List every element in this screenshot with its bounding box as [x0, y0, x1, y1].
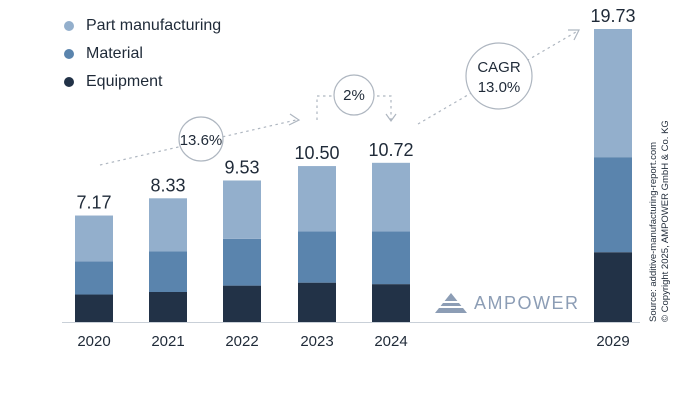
yoy-circle — [333, 74, 375, 116]
bar-2024-part-manufacturing — [372, 162, 410, 232]
bar-2029-part-manufacturing — [594, 29, 632, 158]
legend-label-material: Material — [86, 45, 143, 62]
total-label-2023: 10.50 — [294, 143, 339, 163]
bar-2023-material — [298, 231, 336, 283]
total-label-2022: 9.53 — [224, 157, 259, 177]
bar-2029-equipment — [594, 252, 632, 322]
bar-2024-equipment — [372, 284, 410, 322]
bar-2021-part-manufacturing — [149, 198, 187, 252]
copyright-line: © Copyright 2025, AMPOWER GmbH & Co. KG — [660, 120, 671, 322]
bar-2023-part-manufacturing — [298, 166, 336, 232]
yoy-label: 2% — [343, 87, 365, 104]
cagr-label: CAGR — [477, 59, 521, 76]
source-line: Source: additive-manufacturing-report.co… — [648, 141, 659, 322]
x-tick-2023: 2023 — [300, 333, 333, 350]
bar-2022-part-manufacturing — [223, 180, 261, 239]
growth-circle — [178, 116, 224, 162]
bar-2023-equipment — [298, 282, 336, 322]
ampower-logo: AMPOWER — [434, 292, 580, 314]
legend-swatch-material — [64, 49, 74, 59]
growth-label: 13.6% — [180, 132, 223, 149]
legend-item-equipment: Equipment — [64, 68, 221, 96]
x-tick-2020: 2020 — [77, 333, 110, 350]
legend-swatch-equipment — [64, 77, 74, 87]
legend-item-material: Material — [64, 40, 221, 68]
x-tick-2021: 2021 — [151, 333, 184, 350]
bar-2029-material — [594, 157, 632, 253]
ampower-logo-text: AMPOWER — [474, 292, 580, 313]
total-label-2024: 10.72 — [368, 140, 413, 160]
bar-2021-material — [149, 251, 187, 293]
legend: Part manufacturing Material Equipment — [64, 12, 221, 96]
legend-label-equipment: Equipment — [86, 73, 163, 90]
bar-2020-equipment — [75, 294, 113, 322]
bar-2024-material — [372, 231, 410, 285]
total-label-2021: 8.33 — [150, 175, 185, 195]
total-label-2029: 19.73 — [590, 6, 635, 26]
x-tick-2024: 2024 — [374, 333, 407, 350]
bar-2021-equipment — [149, 292, 187, 322]
legend-swatch-part-manufacturing — [64, 21, 74, 31]
source-copyright: Source: additive-manufacturing-report.co… — [648, 120, 672, 322]
ampower-logo-icon — [434, 293, 468, 313]
cagr-circle — [465, 42, 533, 110]
cagr-arrow-head — [568, 29, 580, 41]
bar-2020-material — [75, 261, 113, 295]
growth-arrow-head — [288, 113, 301, 126]
x-tick-2022: 2022 — [225, 333, 258, 350]
yoy-bracket-head — [385, 113, 397, 123]
x-tick-2029: 2029 — [596, 333, 629, 350]
legend-label-part-manufacturing: Part manufacturing — [86, 17, 222, 34]
bar-2022-material — [223, 238, 261, 286]
cagr-value: 13.0% — [478, 79, 521, 96]
bar-2020-part-manufacturing — [75, 215, 113, 262]
legend-item-part-manufacturing: Part manufacturing — [64, 12, 221, 40]
total-label-2020: 7.17 — [76, 193, 111, 213]
bar-2022-equipment — [223, 285, 261, 322]
